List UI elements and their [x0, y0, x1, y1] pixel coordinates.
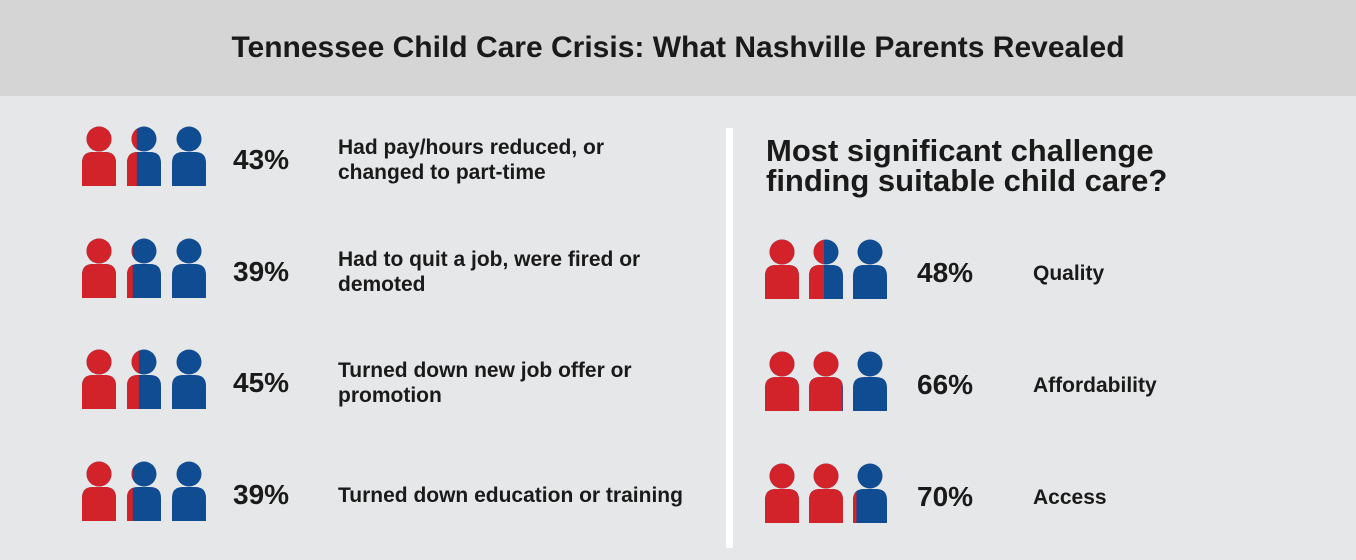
icon-group — [765, 351, 887, 411]
value-label: 39% — [233, 479, 290, 510]
category-label: Access — [1033, 485, 1107, 509]
value-label: 70% — [917, 481, 974, 512]
icon-group — [765, 463, 887, 523]
icon-group — [82, 461, 206, 521]
value-label: 39% — [233, 256, 290, 287]
category-label: Turned down education or training — [338, 483, 683, 507]
value-label: 48% — [917, 257, 974, 288]
icon-group — [765, 239, 887, 299]
icon-group — [82, 238, 206, 298]
value-label: 66% — [917, 369, 974, 400]
divider — [726, 128, 733, 548]
category-label: Quality — [1033, 261, 1105, 285]
category-label: Had pay/hours reduced, or changed to par… — [338, 136, 605, 184]
value-label: 45% — [233, 367, 290, 398]
icon-group — [82, 349, 206, 409]
header-title: Tennessee Child Care Crisis: What Nashvi… — [0, 0, 1356, 96]
value-label: 43% — [233, 144, 290, 175]
category-label: Turned down new job offer or promotion — [338, 359, 632, 407]
category-label: Had to quit a job, were fired or demoted — [338, 248, 641, 296]
section-title: Most significant challenge finding suita… — [766, 133, 1168, 198]
icon-group — [82, 126, 206, 186]
category-label: Affordability — [1033, 373, 1157, 397]
